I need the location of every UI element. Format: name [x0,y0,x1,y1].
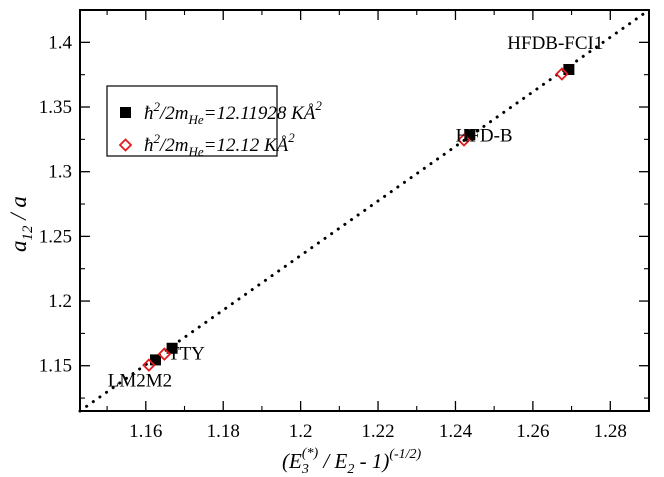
x-tick-label: 1.18 [207,421,240,442]
y-title-tail: / a [6,196,31,225]
y-title-base: a [6,241,31,253]
plot-frame [79,9,650,412]
point-square [464,129,476,141]
y-tick-label: 1.25 [39,226,72,247]
x-title-sub2: 2 [347,462,354,477]
y-tick-label: 1.15 [39,356,72,377]
legend-value: =12.12 K [204,135,278,156]
legend-label-series-1: ħ2/2mHe=12.11928 KÅ2 [144,98,322,127]
point-diamond [157,347,172,361]
x-title-exp: (-1/2) [389,447,421,462]
legend-sub: He [188,144,204,159]
fit-line [78,8,651,413]
x-title-tail: - 1) [354,449,389,473]
x-title-sup: (*) [302,446,319,461]
x-title-sub3: 3 [301,462,309,477]
x-title-base: (E [282,449,302,473]
annotation-label: TTY [168,343,205,364]
legend-unit-sup: 2 [315,98,322,113]
legend-value: =12.11928 K [204,103,305,124]
fit-line-layer [78,8,651,413]
point-diamond [142,358,156,372]
x-tick-label: 1.24 [439,421,473,442]
legend-unit: Å [302,103,316,124]
legend-marker-open-diamond [118,138,133,152]
x-tick-label: 1.2 [289,421,313,442]
y-tick-label: 1.4 [48,32,72,53]
x-axis-title: (E3(*) / E2 - 1)(-1/2) [282,446,422,477]
legend-label-series-2: ħ2/2mHe=12.12 KÅ2 [144,130,295,159]
y-axis-title: a12 / a [6,196,36,252]
y-tick-label: 1.3 [48,162,72,183]
y-tick-label: 1.2 [48,291,72,312]
annotations-layer: HFDB-FCI1 HFD-B TTY LM2M2 [108,33,604,392]
legend-sup: 2 [154,131,161,146]
annotation-label: HFDB-FCI1 [507,33,603,54]
point-square [149,354,161,366]
annotation-label: LM2M2 [108,370,172,391]
legend-sup: 2 [154,99,161,114]
legend-mid: /2m [159,103,189,124]
ticks-layer: 1.16 1.18 1.2 1.22 1.24 1.26 1.28 1.15 1.2 1.25 1.… [39,9,650,442]
point-diamond [457,133,471,147]
legend-hbar: ħ [144,103,154,124]
legend-marker-filled-square [120,107,131,118]
annotation-label: HFD-B [456,126,513,147]
x-title-mid: / E [318,449,347,473]
legend-unit: Å [275,135,289,156]
legend: ħ2/2mHe=12.11928 KÅ2 ħ2/2mHe=12.12 KÅ2 [106,85,322,159]
y-tick-label: 1.35 [39,97,72,118]
x-tick-label: 1.22 [361,421,394,442]
legend-hbar: ħ [144,135,154,156]
y-title-sub: 12 [20,225,36,241]
point-diamond [555,67,569,81]
legend-mid: /2m [159,135,189,156]
point-square [563,64,575,76]
legend-unit-sup: 2 [288,130,295,145]
points-layer [142,64,575,372]
legend-sub: He [188,112,204,127]
x-tick-label: 1.16 [129,421,162,442]
x-tick-label: 1.26 [516,421,549,442]
legend-box [106,85,278,157]
point-square [166,342,178,354]
x-tick-label: 1.28 [594,421,627,442]
